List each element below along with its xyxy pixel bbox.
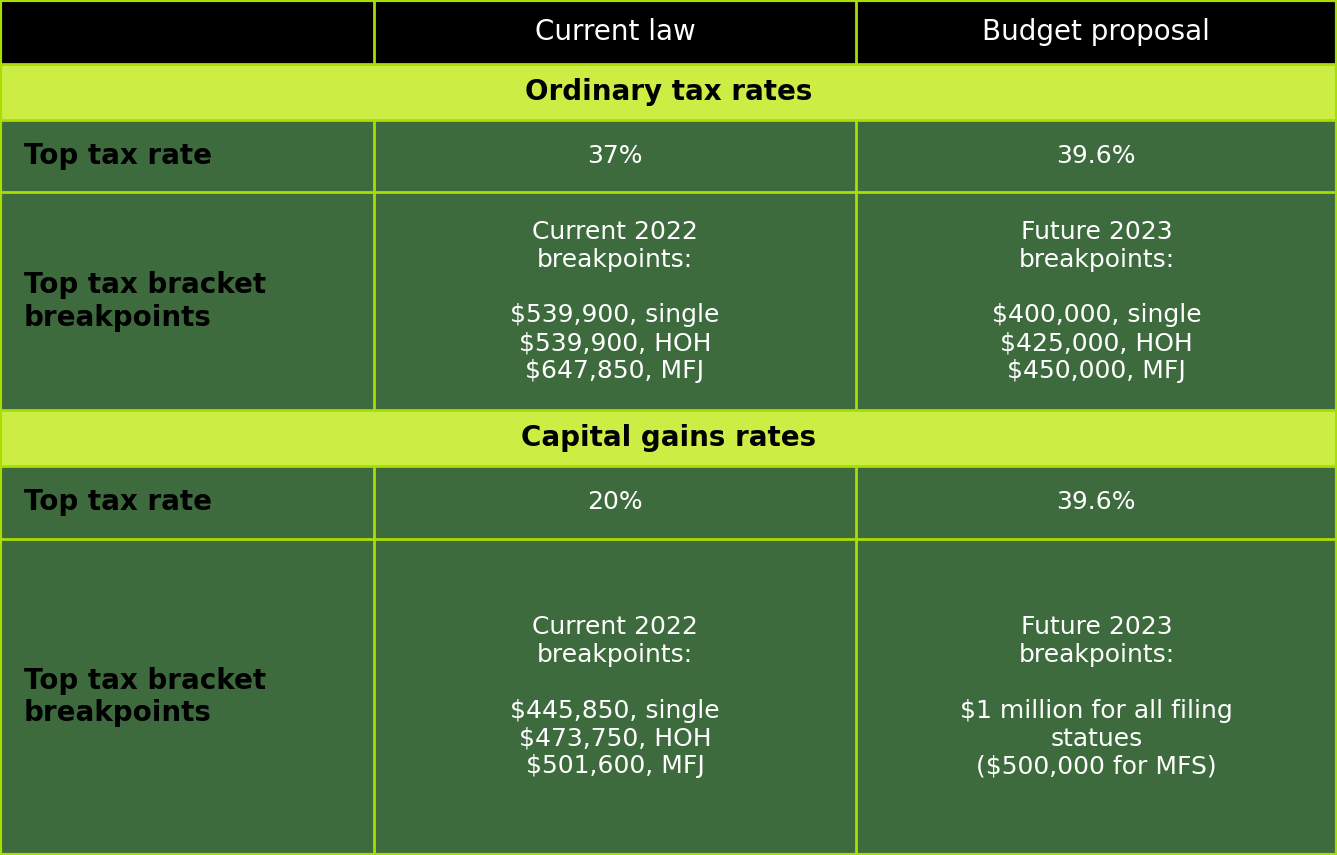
Bar: [0, 120, 374, 192]
Text: Ordinary tax rates: Ordinary tax rates: [525, 78, 812, 106]
Bar: [856, 120, 1337, 192]
Bar: [0, 466, 374, 539]
Text: Capital gains rates: Capital gains rates: [521, 424, 816, 452]
Bar: [374, 192, 856, 410]
Text: Future 2023
breakpoints:

$400,000, single
$425,000, HOH
$450,000, MFJ: Future 2023 breakpoints: $400,000, singl…: [992, 220, 1201, 383]
Text: Current 2022
breakpoints:

$445,850, single
$473,750, HOH
$501,600, MFJ: Current 2022 breakpoints: $445,850, sing…: [511, 616, 719, 778]
Bar: [0, 64, 1337, 120]
Text: Top tax bracket
breakpoints: Top tax bracket breakpoints: [24, 667, 266, 727]
Bar: [0, 539, 374, 855]
Bar: [374, 120, 856, 192]
Text: 20%: 20%: [587, 490, 643, 515]
Bar: [0, 192, 374, 410]
Text: Top tax rate: Top tax rate: [24, 142, 213, 170]
Bar: [856, 466, 1337, 539]
Bar: [856, 192, 1337, 410]
Text: Top tax rate: Top tax rate: [24, 488, 213, 516]
Bar: [374, 466, 856, 539]
Bar: [0, 410, 1337, 466]
Bar: [374, 0, 856, 64]
Text: Future 2023
breakpoints:

$1 million for all filing
statues
($500,000 for MFS): Future 2023 breakpoints: $1 million for …: [960, 616, 1233, 778]
Bar: [0, 0, 374, 64]
Bar: [856, 0, 1337, 64]
Text: Current 2022
breakpoints:

$539,900, single
$539,900, HOH
$647,850, MFJ: Current 2022 breakpoints: $539,900, sing…: [511, 220, 719, 383]
Text: Budget proposal: Budget proposal: [983, 18, 1210, 46]
Text: Top tax bracket
breakpoints: Top tax bracket breakpoints: [24, 271, 266, 332]
Bar: [856, 539, 1337, 855]
Text: 39.6%: 39.6%: [1056, 490, 1136, 515]
Bar: [374, 539, 856, 855]
Text: 39.6%: 39.6%: [1056, 144, 1136, 168]
Text: 37%: 37%: [587, 144, 643, 168]
Text: Current law: Current law: [535, 18, 695, 46]
